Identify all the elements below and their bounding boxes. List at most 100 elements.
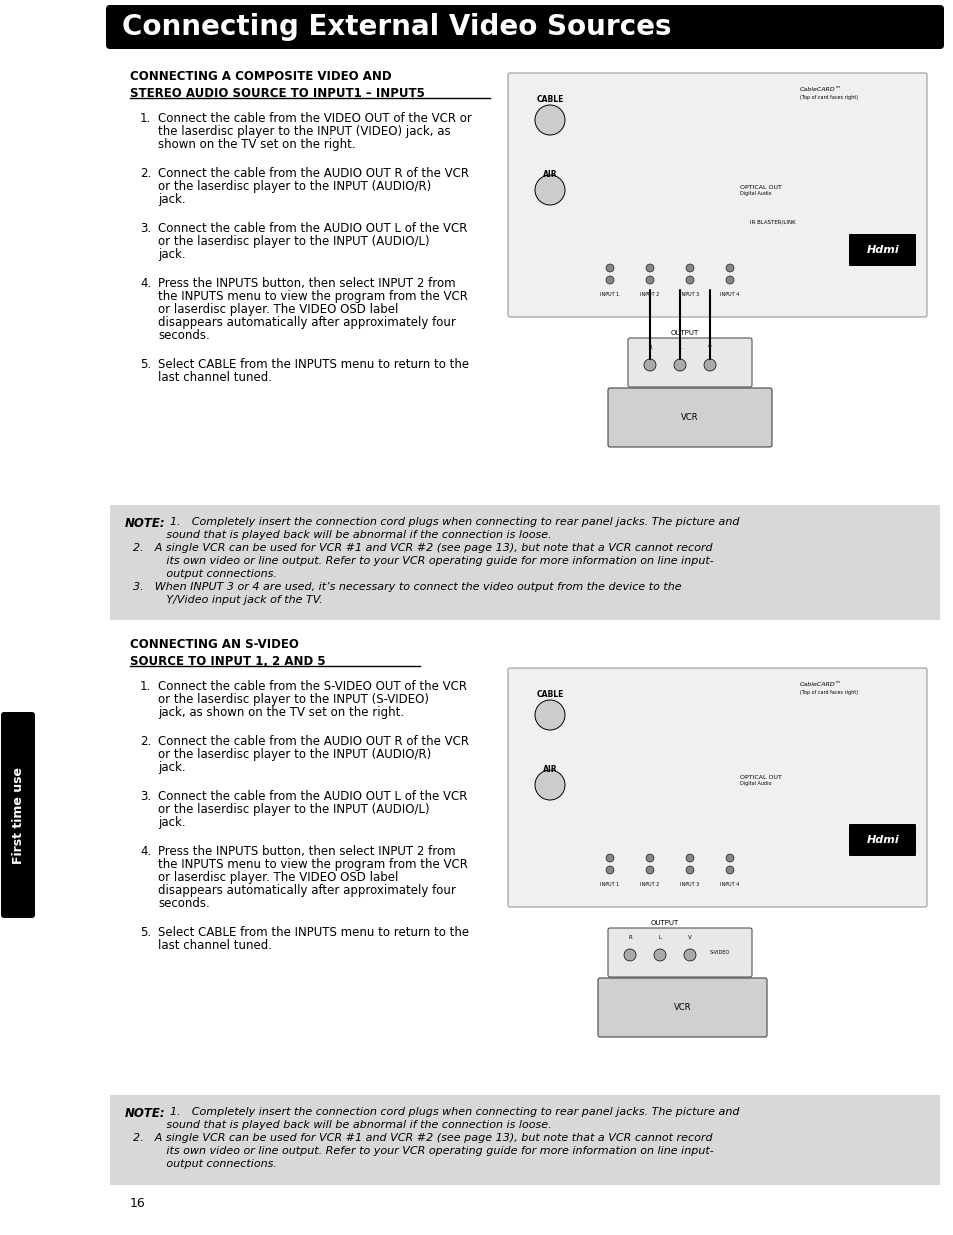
Circle shape bbox=[535, 105, 564, 135]
Text: 2.: 2. bbox=[140, 735, 152, 748]
Text: disappears automatically after approximately four: disappears automatically after approxima… bbox=[158, 316, 456, 329]
Text: Connect the cable from the AUDIO OUT R of the VCR: Connect the cable from the AUDIO OUT R o… bbox=[158, 735, 469, 748]
FancyBboxPatch shape bbox=[110, 505, 939, 620]
FancyBboxPatch shape bbox=[598, 978, 766, 1037]
Text: CableCARD™: CableCARD™ bbox=[800, 86, 841, 91]
Text: the laserdisc player to the INPUT (VIDEO) jack, as: the laserdisc player to the INPUT (VIDEO… bbox=[158, 125, 450, 138]
Circle shape bbox=[725, 264, 733, 272]
Text: Hdmi: Hdmi bbox=[865, 245, 899, 254]
Circle shape bbox=[535, 175, 564, 205]
Text: or the laserdisc player to the INPUT (AUDIO/L): or the laserdisc player to the INPUT (AU… bbox=[158, 235, 429, 248]
Text: 5.: 5. bbox=[140, 926, 151, 939]
Text: AIR: AIR bbox=[542, 170, 557, 179]
Text: or laserdisc player. The VIDEO OSD label: or laserdisc player. The VIDEO OSD label bbox=[158, 871, 398, 884]
Circle shape bbox=[725, 866, 733, 874]
Circle shape bbox=[685, 866, 693, 874]
Text: jack.: jack. bbox=[158, 193, 186, 206]
FancyBboxPatch shape bbox=[507, 668, 926, 906]
Text: 2. A single VCR can be used for VCR #1 and VCR #2 (see page 13), but note that a: 2. A single VCR can be used for VCR #1 a… bbox=[132, 1132, 712, 1144]
Circle shape bbox=[605, 866, 614, 874]
Text: Connect the cable from the VIDEO OUT of the VCR or: Connect the cable from the VIDEO OUT of … bbox=[158, 112, 472, 125]
Text: INPUT 2: INPUT 2 bbox=[639, 882, 659, 887]
Text: Connect the cable from the AUDIO OUT R of the VCR: Connect the cable from the AUDIO OUT R o… bbox=[158, 167, 469, 180]
Text: or laserdisc player. The VIDEO OSD label: or laserdisc player. The VIDEO OSD label bbox=[158, 303, 398, 316]
Circle shape bbox=[685, 853, 693, 862]
Text: 4.: 4. bbox=[140, 845, 152, 858]
Text: Y/Video input jack of the TV.: Y/Video input jack of the TV. bbox=[132, 595, 322, 605]
Text: or the laserdisc player to the INPUT (AUDIO/L): or the laserdisc player to the INPUT (AU… bbox=[158, 803, 429, 816]
Text: shown on the TV set on the right.: shown on the TV set on the right. bbox=[158, 138, 355, 151]
Text: its own video or line output. Refer to your VCR operating guide for more informa: its own video or line output. Refer to y… bbox=[132, 556, 713, 566]
Text: INPUT 4: INPUT 4 bbox=[720, 882, 739, 887]
Text: 1.: 1. bbox=[140, 680, 152, 693]
Text: L: L bbox=[678, 345, 680, 350]
Text: (Top of card faces right): (Top of card faces right) bbox=[800, 95, 858, 100]
Text: last channel tuned.: last channel tuned. bbox=[158, 370, 272, 384]
Circle shape bbox=[645, 264, 654, 272]
Text: 1. Completely insert the connection cord plugs when connecting to rear panel jac: 1. Completely insert the connection cord… bbox=[170, 1107, 739, 1116]
Circle shape bbox=[605, 853, 614, 862]
Circle shape bbox=[685, 264, 693, 272]
Text: R: R bbox=[627, 935, 631, 940]
Text: last channel tuned.: last channel tuned. bbox=[158, 939, 272, 952]
Text: Select CABLE from the INPUTS menu to return to the: Select CABLE from the INPUTS menu to ret… bbox=[158, 926, 469, 939]
Text: CONNECTING A COMPOSITE VIDEO AND
STEREO AUDIO SOURCE TO INPUT1 – INPUT5: CONNECTING A COMPOSITE VIDEO AND STEREO … bbox=[130, 70, 424, 100]
Text: output connections.: output connections. bbox=[132, 1158, 276, 1170]
Text: or the laserdisc player to the INPUT (S-VIDEO): or the laserdisc player to the INPUT (S-… bbox=[158, 693, 429, 706]
Text: Press the INPUTS button, then select INPUT 2 from: Press the INPUTS button, then select INP… bbox=[158, 277, 456, 290]
Text: NOTE:: NOTE: bbox=[125, 517, 166, 530]
Text: 3. When INPUT 3 or 4 are used, it’s necessary to connect the video output from t: 3. When INPUT 3 or 4 are used, it’s nece… bbox=[132, 582, 680, 592]
Circle shape bbox=[683, 948, 696, 961]
Circle shape bbox=[623, 948, 636, 961]
Text: S-VIDEO: S-VIDEO bbox=[709, 951, 729, 956]
Text: 16: 16 bbox=[130, 1197, 146, 1210]
Text: NOTE:: NOTE: bbox=[125, 1107, 166, 1120]
FancyBboxPatch shape bbox=[607, 388, 771, 447]
Text: seconds.: seconds. bbox=[158, 897, 210, 910]
Text: 1. Completely insert the connection cord plugs when connecting to rear panel jac: 1. Completely insert the connection cord… bbox=[170, 517, 739, 527]
Text: CABLE: CABLE bbox=[536, 690, 563, 699]
Text: Connect the cable from the S-VIDEO OUT of the VCR: Connect the cable from the S-VIDEO OUT o… bbox=[158, 680, 467, 693]
Text: Digital Audio: Digital Audio bbox=[740, 191, 771, 196]
Text: 3.: 3. bbox=[140, 790, 151, 803]
Text: Connect the cable from the AUDIO OUT L of the VCR: Connect the cable from the AUDIO OUT L o… bbox=[158, 790, 467, 803]
Text: L: L bbox=[658, 935, 660, 940]
Text: INPUT 3: INPUT 3 bbox=[679, 291, 699, 296]
FancyBboxPatch shape bbox=[848, 824, 915, 856]
Text: jack.: jack. bbox=[158, 761, 186, 774]
Text: V: V bbox=[707, 345, 711, 350]
Text: jack, as shown on the TV set on the right.: jack, as shown on the TV set on the righ… bbox=[158, 706, 404, 719]
FancyBboxPatch shape bbox=[848, 233, 915, 266]
Text: VCR: VCR bbox=[674, 1003, 691, 1011]
Text: (Top of card faces right): (Top of card faces right) bbox=[800, 690, 858, 695]
Circle shape bbox=[605, 275, 614, 284]
Circle shape bbox=[605, 264, 614, 272]
Text: or the laserdisc player to the INPUT (AUDIO/R): or the laserdisc player to the INPUT (AU… bbox=[158, 748, 431, 761]
Text: Press the INPUTS button, then select INPUT 2 from: Press the INPUTS button, then select INP… bbox=[158, 845, 456, 858]
Circle shape bbox=[645, 853, 654, 862]
Text: VCR: VCR bbox=[680, 412, 698, 421]
Text: INPUT 3: INPUT 3 bbox=[679, 882, 699, 887]
Text: V: V bbox=[687, 935, 691, 940]
Text: the INPUTS menu to view the program from the VCR: the INPUTS menu to view the program from… bbox=[158, 290, 467, 303]
Circle shape bbox=[703, 359, 716, 370]
Text: Connect the cable from the AUDIO OUT L of the VCR: Connect the cable from the AUDIO OUT L o… bbox=[158, 222, 467, 235]
Text: CONNECTING AN S-VIDEO
SOURCE TO INPUT 1, 2 AND 5: CONNECTING AN S-VIDEO SOURCE TO INPUT 1,… bbox=[130, 638, 325, 668]
FancyBboxPatch shape bbox=[627, 338, 751, 387]
Circle shape bbox=[535, 700, 564, 730]
Text: INPUT 1: INPUT 1 bbox=[599, 291, 619, 296]
Circle shape bbox=[654, 948, 665, 961]
Circle shape bbox=[643, 359, 656, 370]
Text: Digital Audio: Digital Audio bbox=[740, 781, 771, 785]
Text: 5.: 5. bbox=[140, 358, 151, 370]
Circle shape bbox=[685, 275, 693, 284]
Text: R: R bbox=[647, 345, 651, 350]
Text: 3.: 3. bbox=[140, 222, 151, 235]
Text: disappears automatically after approximately four: disappears automatically after approxima… bbox=[158, 884, 456, 897]
Text: sound that is played back will be abnormal if the connection is loose.: sound that is played back will be abnorm… bbox=[132, 1120, 551, 1130]
Text: 2.: 2. bbox=[140, 167, 152, 180]
Text: OUTPUT: OUTPUT bbox=[670, 330, 699, 336]
Circle shape bbox=[645, 866, 654, 874]
Text: INPUT 4: INPUT 4 bbox=[720, 291, 739, 296]
Text: INPUT 2: INPUT 2 bbox=[639, 291, 659, 296]
